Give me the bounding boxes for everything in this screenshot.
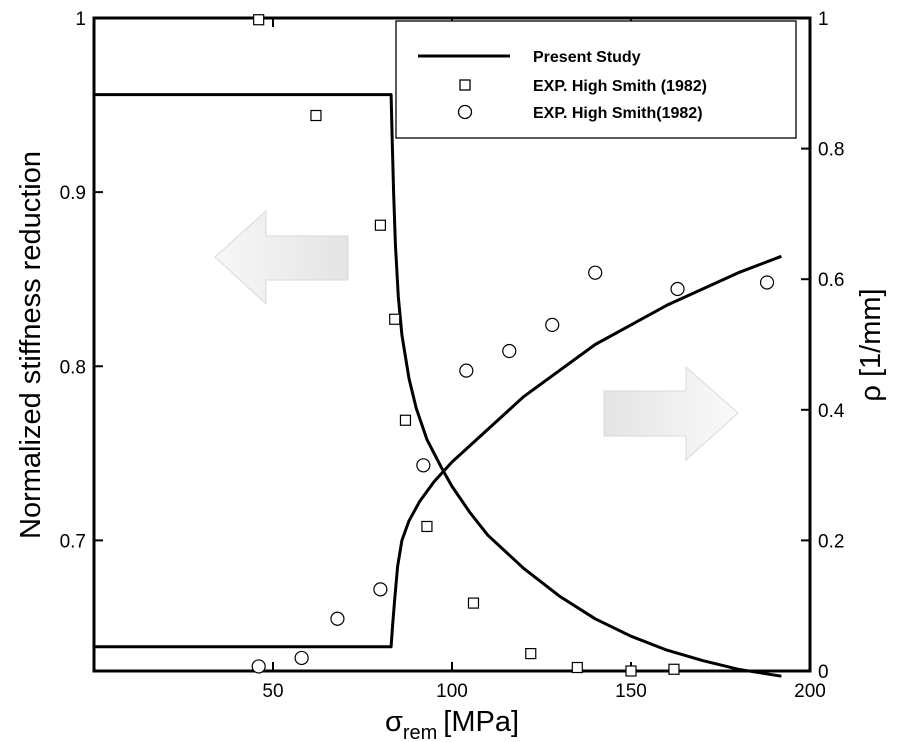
legend-square-marker (459, 79, 471, 91)
x-axis-subscript: rem (403, 722, 437, 742)
data-point-circle (545, 317, 560, 333)
y-right-tick-label: 0.2 (818, 531, 844, 552)
x-axis-title: σrem [MPa] (385, 706, 519, 742)
data-point-circle (588, 265, 603, 280)
tick-labels: 50 100 150 200 0.7 0.8 0.9 1 0 0.2 0.4 0.6 0.8 1 (60, 9, 845, 702)
data-point-square (253, 14, 265, 26)
y-right-tick-label: 0 (818, 662, 829, 683)
data-point-square (467, 597, 480, 609)
legend-circle-marker (457, 104, 473, 120)
data-point-square (525, 647, 537, 660)
y-right-tick-label: 0.6 (818, 270, 844, 291)
data-point-circle (670, 281, 685, 297)
x-tick-label: 200 (794, 681, 826, 702)
data-point-circle (294, 650, 309, 666)
legend-label-exp-circles: EXP. High Smith(1982) (533, 105, 703, 122)
data-point-circle (251, 659, 266, 674)
y-left-tick-label: 1 (75, 9, 86, 30)
legend-label-exp-squares: EXP. High Smith (1982) (533, 78, 707, 95)
data-point-square (625, 665, 637, 677)
data-point-square (668, 663, 680, 675)
x-tick-label: 100 (436, 681, 468, 702)
x-tick-label: 150 (615, 681, 647, 702)
data-point-circle (330, 611, 345, 626)
data-point-circle (459, 363, 474, 378)
data-point-square (421, 520, 433, 533)
y-left-tick-label: 0.9 (60, 183, 86, 204)
series-line-right (94, 254, 782, 649)
plot-lines (94, 93, 782, 678)
x-axis-unit: [MPa] (443, 706, 519, 738)
plot-markers (251, 14, 775, 677)
y-right-tick-label: 0.4 (818, 401, 845, 422)
data-point-square (310, 109, 322, 122)
right-arrow-icon (603, 365, 739, 462)
y-left-axis-title: Normalized stiffness reduction (15, 151, 47, 539)
legend-label-present-study: Present Study (533, 49, 641, 66)
data-point-circle (759, 275, 775, 290)
x-axis-symbol: σ (385, 706, 403, 738)
data-point-square (389, 313, 401, 325)
y-left-tick-label: 0.7 (60, 531, 86, 552)
series-line-left (94, 93, 782, 678)
y-left-tick-label: 0.8 (60, 357, 86, 378)
data-point-square (374, 219, 386, 231)
data-point-circle (502, 343, 517, 359)
data-point-square (399, 414, 412, 426)
left-arrow-icon (214, 209, 349, 306)
legend: Present Study EXP. High Smith (1982) EXP… (395, 20, 797, 139)
data-point-square (571, 661, 583, 674)
y-right-tick-label: 0.8 (818, 140, 844, 161)
data-point-circle (373, 582, 388, 597)
data-point-circle (416, 458, 431, 473)
y-right-axis-title: ρ [1/mm] (855, 288, 887, 401)
x-tick-label: 50 (262, 681, 283, 702)
y-right-tick-label: 1 (818, 9, 829, 30)
